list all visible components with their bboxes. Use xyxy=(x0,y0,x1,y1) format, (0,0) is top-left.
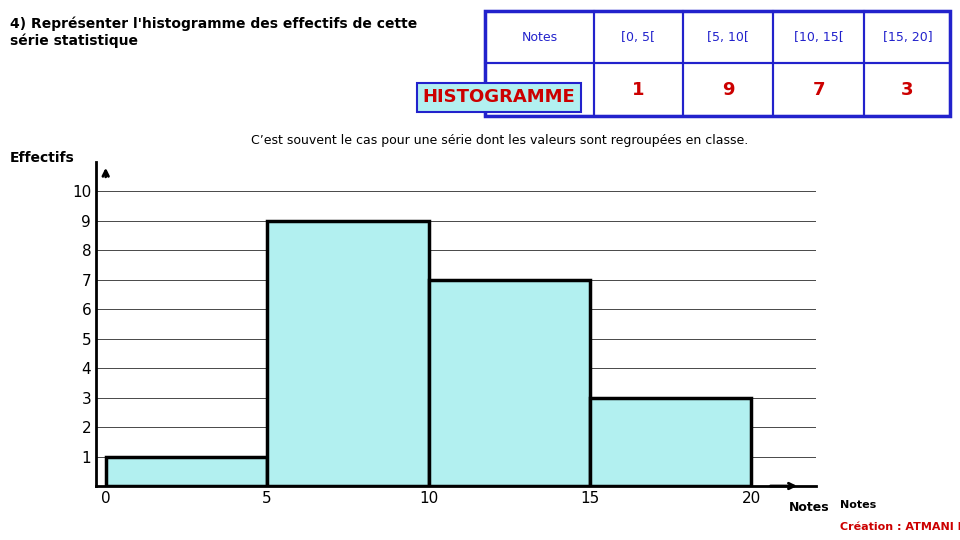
Text: 3: 3 xyxy=(901,81,914,99)
Bar xyxy=(267,221,428,486)
Text: 7: 7 xyxy=(812,81,825,99)
Bar xyxy=(683,11,774,63)
Text: Notes: Notes xyxy=(521,31,558,44)
Text: Notes: Notes xyxy=(789,501,829,514)
Text: Effectifs: Effectifs xyxy=(10,151,74,165)
Bar xyxy=(485,63,594,116)
Text: Effectifs: Effectifs xyxy=(514,83,565,96)
Bar xyxy=(774,63,864,116)
Bar xyxy=(485,11,594,63)
Bar xyxy=(774,11,864,63)
Text: Notes: Notes xyxy=(840,500,876,510)
Text: [5, 10[: [5, 10[ xyxy=(708,31,749,44)
Bar xyxy=(594,11,683,63)
Text: [0, 5[: [0, 5[ xyxy=(621,31,656,44)
Bar xyxy=(590,397,752,486)
Bar xyxy=(428,280,590,486)
Bar xyxy=(594,63,683,116)
Text: 4) Représenter l'histogramme des effectifs de cette
série statistique: 4) Représenter l'histogramme des effecti… xyxy=(10,16,417,48)
Text: 9: 9 xyxy=(722,81,734,99)
Bar xyxy=(864,11,950,63)
Text: [15, 20]: [15, 20] xyxy=(882,31,932,44)
Bar xyxy=(864,63,950,116)
Text: HISTOGRAMME: HISTOGRAMME xyxy=(422,88,576,106)
Text: 1: 1 xyxy=(633,81,645,99)
Bar xyxy=(106,456,267,486)
Bar xyxy=(683,63,774,116)
Text: C’est souvent le cas pour une série dont les valeurs sont regroupées en classe.: C’est souvent le cas pour une série dont… xyxy=(251,134,748,147)
Text: [10, 15[: [10, 15[ xyxy=(794,31,844,44)
Text: Création : ATMANI NAJIB: Création : ATMANI NAJIB xyxy=(840,522,960,532)
